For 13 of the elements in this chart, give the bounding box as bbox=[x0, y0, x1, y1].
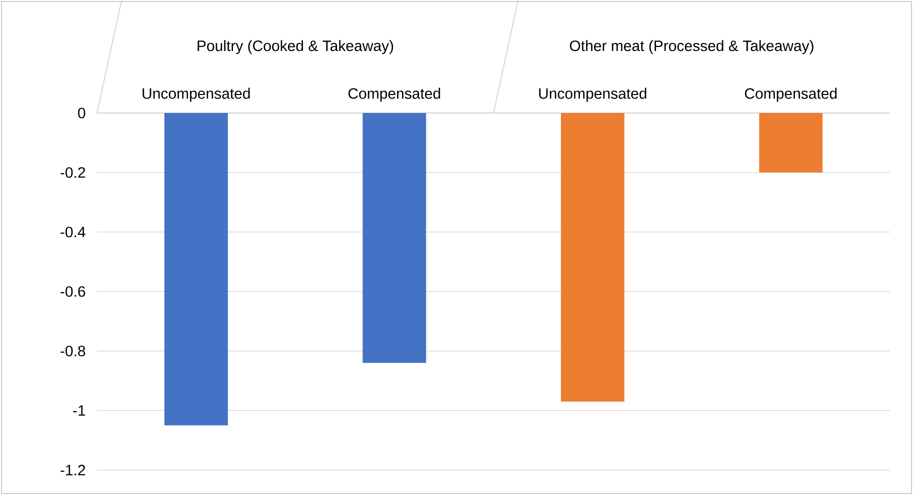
text: Poultry (Cooked & Takeaway) bbox=[198, 40, 394, 54]
y-tick-label: -0.6 bbox=[60, 286, 86, 297]
y-tick-label: -0.4 bbox=[60, 226, 86, 238]
x-tick-label: Compensated bbox=[348, 88, 440, 102]
y-tick-label: -1.2 bbox=[60, 464, 86, 476]
text: Other meat (Processed & Takeaway) bbox=[570, 40, 814, 54]
y-tick-label: -0.2 bbox=[60, 167, 86, 178]
x-tick-label: Compensated bbox=[744, 88, 837, 102]
x-tick-label: Uncompensated bbox=[142, 88, 250, 102]
x-tick-label: Uncompensated bbox=[539, 88, 646, 102]
y-tick-label: -0.8 bbox=[60, 346, 86, 356]
y-tick-label: -1 bbox=[73, 405, 86, 416]
y-tick-label: 0 bbox=[78, 108, 86, 118]
